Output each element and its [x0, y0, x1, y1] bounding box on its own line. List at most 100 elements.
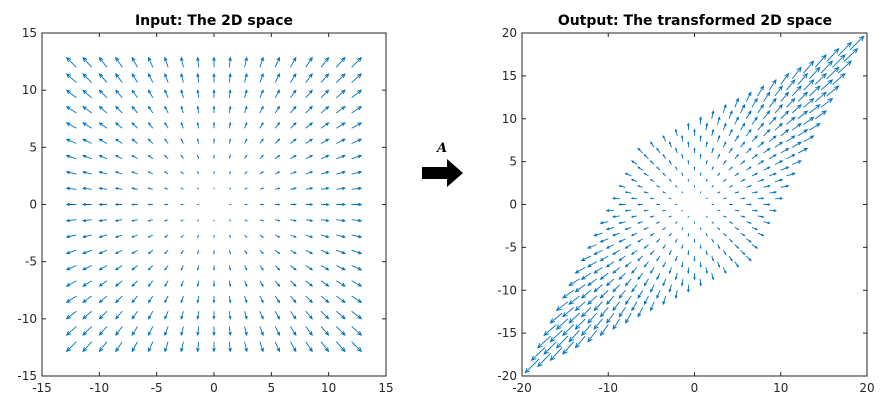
quiver-arrow	[803, 135, 815, 143]
quiver-arrow	[351, 122, 363, 129]
quiver-arrow	[717, 116, 721, 125]
quiver-arrow	[351, 265, 363, 271]
quiver-arrow	[131, 310, 138, 320]
quiver-arrow	[740, 179, 746, 183]
quiver-arrow	[717, 227, 721, 231]
quiver-arrow	[147, 310, 154, 320]
x-tick-label: -10	[598, 381, 618, 395]
quiver-arrow	[693, 238, 696, 243]
quiver-arrow	[728, 221, 734, 224]
quiver-arrow	[740, 103, 746, 114]
quiver-arrow	[98, 341, 108, 353]
quiver-arrow	[98, 280, 108, 287]
quiver-arrow	[335, 56, 346, 68]
quiver-arrow	[131, 265, 138, 271]
quiver-arrow	[734, 135, 739, 142]
quiver-arrow	[320, 155, 330, 160]
quiver-arrow	[320, 310, 330, 320]
y-tick-label: -15	[17, 369, 37, 383]
quiver-arrow	[699, 227, 702, 231]
quiver-arrow	[643, 209, 649, 212]
quiver-arrow	[196, 56, 200, 68]
quiver-arrow	[774, 122, 784, 131]
quiver-arrow	[675, 166, 678, 171]
input-chart-title: Input: The 2D space	[135, 13, 293, 29]
quiver-arrow	[259, 89, 264, 98]
quiver-arrow	[351, 249, 363, 255]
quiver-arrow	[722, 249, 727, 256]
quiver-arrow	[65, 310, 77, 320]
quiver-arrow	[196, 187, 200, 190]
quiver-arrow	[693, 255, 696, 262]
quiver-arrow	[681, 227, 684, 231]
quiver-arrow	[131, 171, 138, 175]
quiver-arrow	[212, 56, 216, 68]
quiver-arrow	[259, 265, 264, 271]
quiver-arrow	[705, 141, 708, 148]
quiver-arrow	[675, 238, 678, 243]
quiver-arrow	[305, 219, 314, 222]
quiver-arrow	[599, 255, 609, 262]
quiver-arrow	[305, 249, 314, 254]
quiver-arrow	[98, 73, 108, 83]
quiver-arrow	[114, 171, 123, 175]
quiver-arrow	[637, 147, 644, 154]
quiver-arrow	[763, 110, 771, 120]
quiver-arrow	[593, 318, 603, 330]
quiver-arrow	[180, 295, 184, 304]
quiver-arrow	[763, 128, 771, 137]
quiver-arrow	[351, 105, 363, 114]
quiver-arrow	[655, 203, 660, 206]
quiver-arrow	[351, 280, 363, 287]
quiver-arrow	[618, 289, 626, 299]
quiver-arrow	[637, 221, 643, 224]
quiver-arrow	[780, 72, 790, 85]
quiver-arrow	[244, 234, 248, 238]
input-axis-ticks: -15 -10 -5 0 5 10 15 -15 -10 -5 0 5 10 15	[17, 26, 393, 395]
quiver-arrow	[164, 105, 169, 114]
quiver-arrow	[244, 56, 248, 68]
quiver-arrow	[259, 280, 264, 288]
quiver-arrow	[826, 47, 840, 62]
quiver-arrow	[336, 249, 346, 255]
quiver-arrow	[114, 138, 123, 144]
quiver-arrow	[305, 326, 313, 336]
quiver-arrow	[244, 121, 248, 129]
quiver-arrow	[114, 280, 123, 287]
quiver-arrow	[213, 250, 215, 255]
quiver-arrow	[555, 318, 569, 330]
quiver-arrow	[98, 310, 108, 320]
quiver-arrow	[612, 267, 621, 274]
quiver-arrow	[212, 121, 216, 129]
quiver-arrow	[212, 295, 216, 304]
quiver-arrow	[711, 128, 715, 137]
y-tick-label: -10	[497, 283, 517, 297]
quiver-arrow	[131, 234, 138, 238]
quiver-arrow	[244, 280, 248, 288]
quiver-arrow	[228, 219, 232, 222]
quiver-arrow	[668, 232, 672, 237]
quiver-arrow	[275, 219, 281, 222]
quiver-arrow	[668, 178, 672, 182]
quiver-arrow	[290, 122, 297, 129]
quiver-arrow	[147, 203, 153, 206]
quiver-arrow	[320, 295, 330, 304]
quiver-arrow	[650, 301, 655, 312]
quiver-arrow	[305, 138, 314, 144]
quiver-arrow	[668, 215, 672, 218]
quiver-arrow	[605, 278, 615, 287]
quiver-arrow	[751, 116, 758, 125]
quiver-arrow	[320, 73, 330, 83]
quiver-arrow	[768, 135, 777, 142]
quiver-arrow	[147, 138, 154, 144]
quiver-arrow	[131, 154, 138, 160]
quiver-arrow	[662, 244, 667, 250]
quiver-arrow	[290, 295, 297, 304]
quiver-arrow	[624, 226, 632, 231]
quiver-arrow	[624, 172, 632, 177]
quiver-arrow	[320, 187, 330, 190]
quiver-arrow	[259, 249, 264, 255]
quiver-arrow	[820, 97, 834, 108]
quiver-arrow	[164, 295, 169, 304]
y-tick-label: 10	[22, 83, 37, 97]
